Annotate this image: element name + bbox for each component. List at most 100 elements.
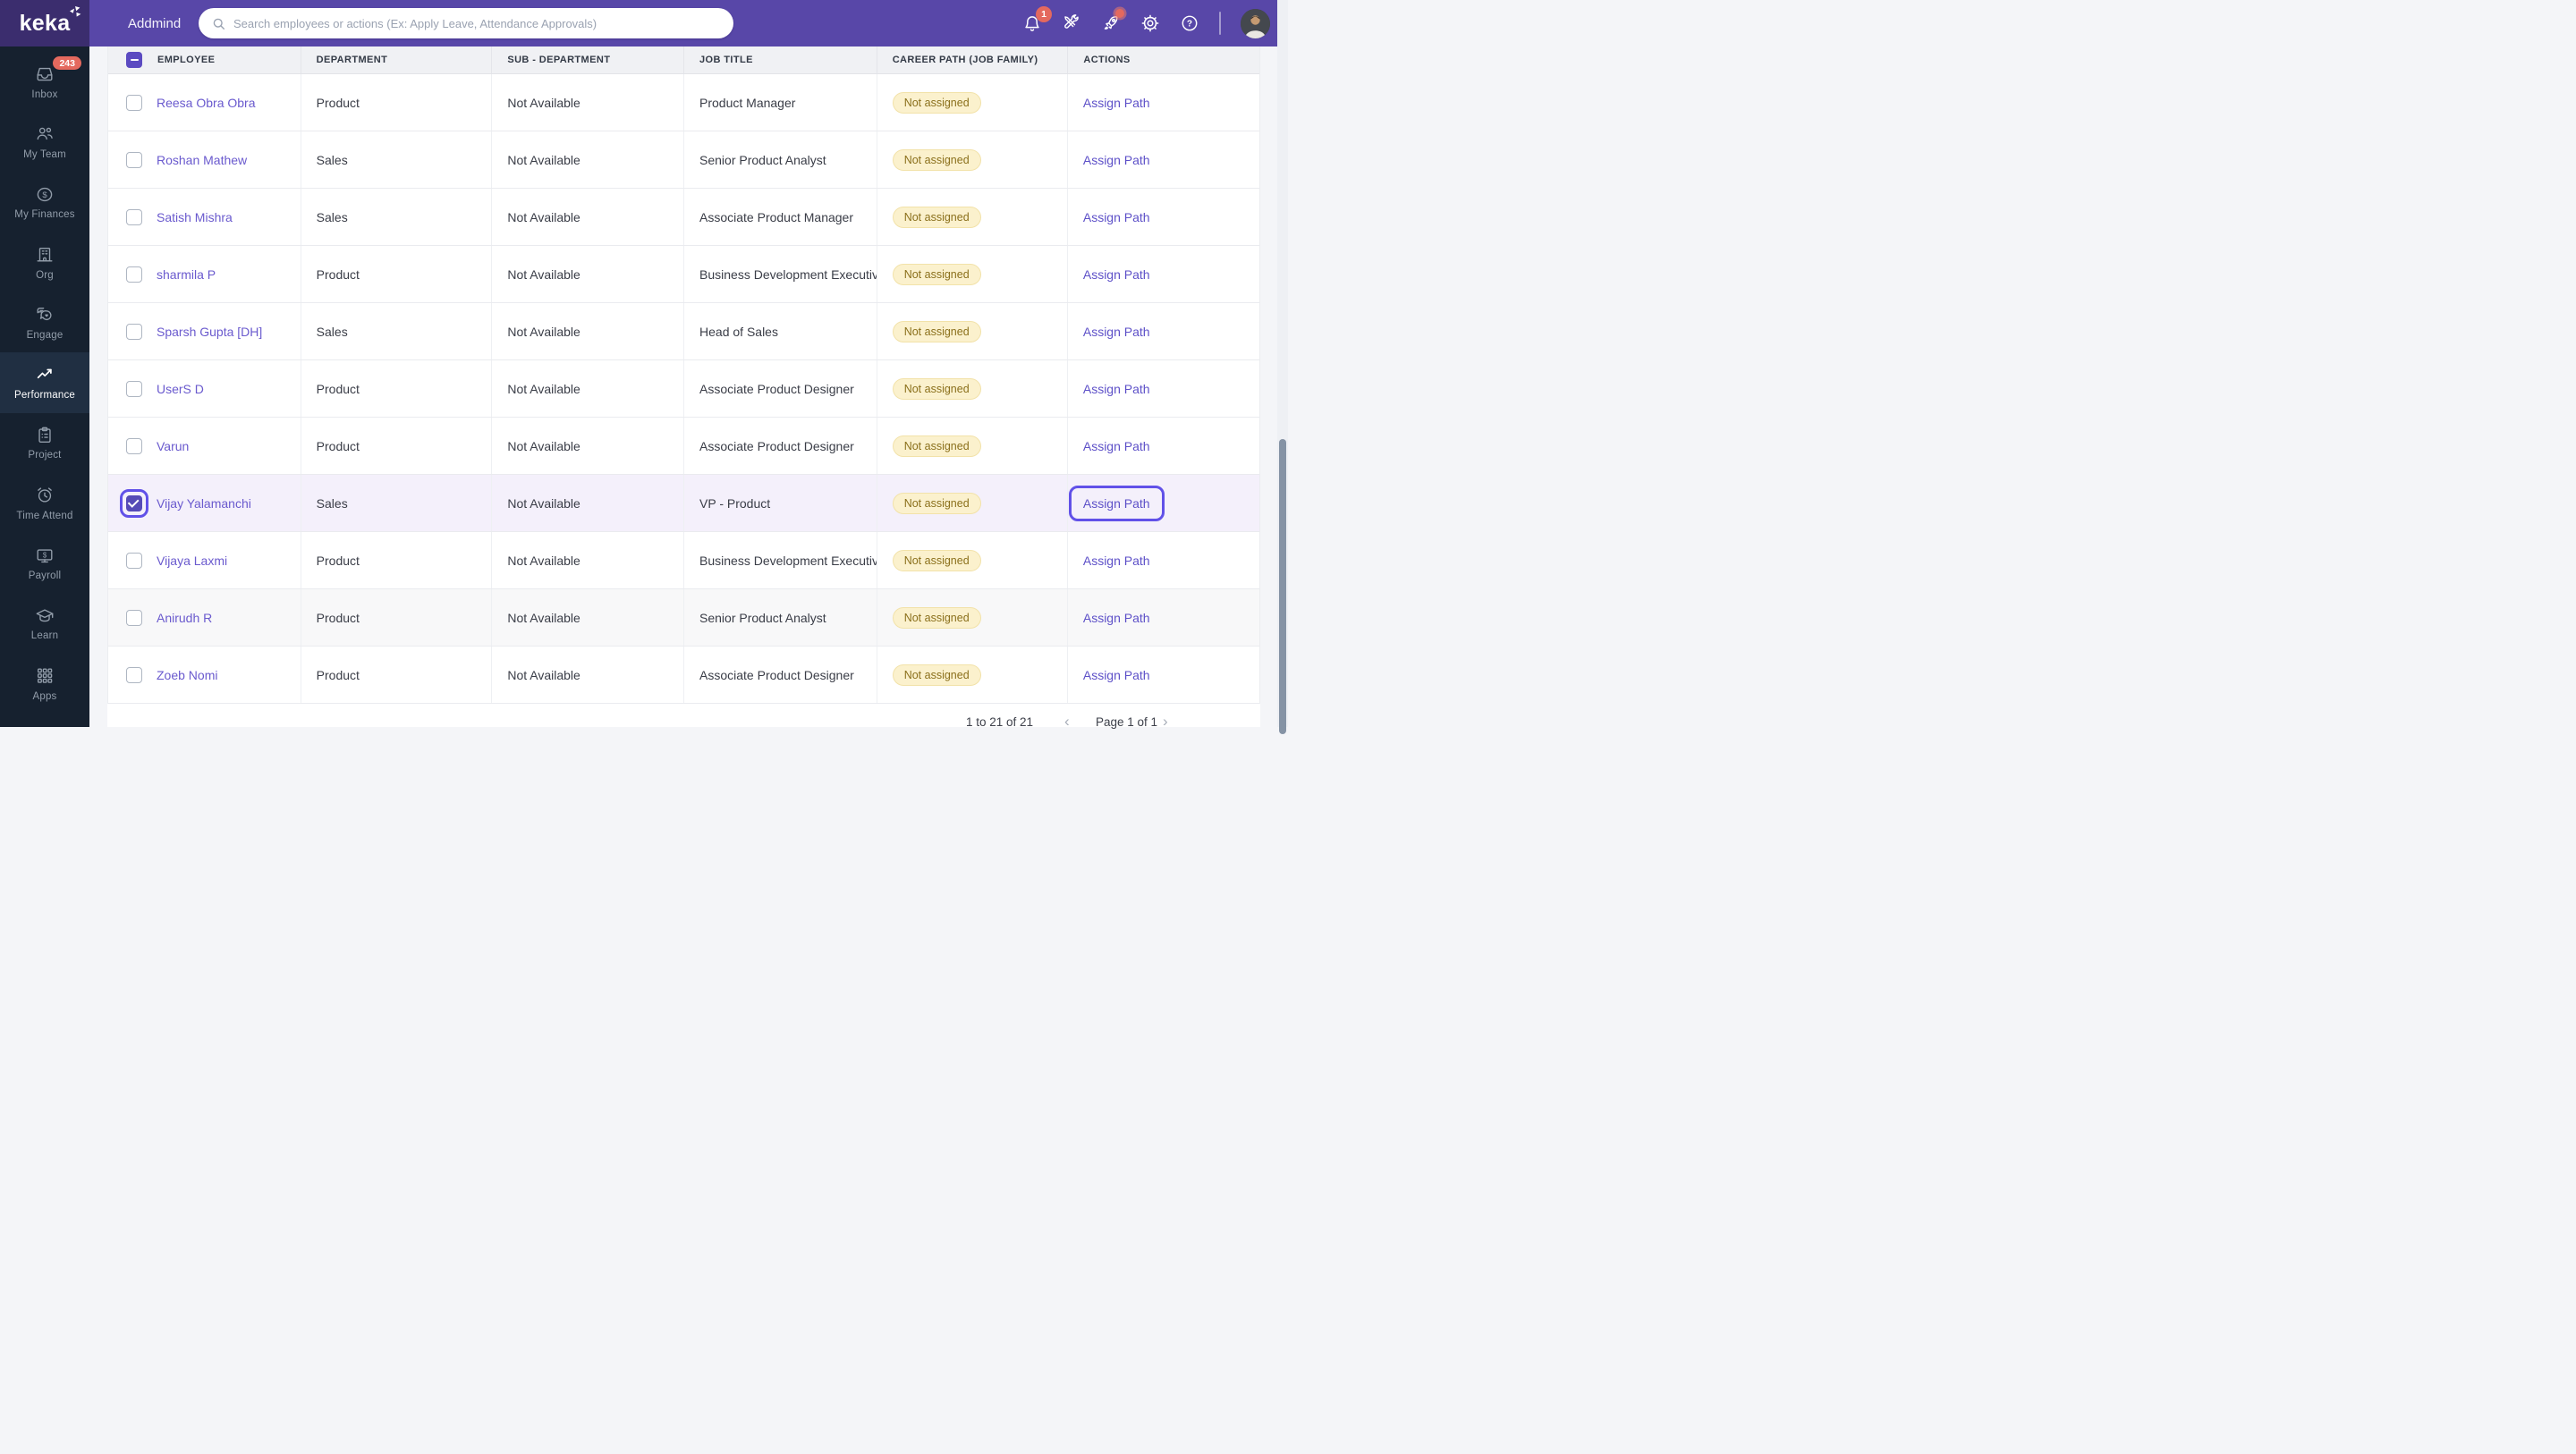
employee-name-link[interactable]: Varun [157, 438, 190, 453]
global-search[interactable] [199, 8, 733, 38]
career-path-badge: Not assigned [892, 320, 981, 342]
selection-highlight-ring [120, 432, 148, 461]
assign-path-link[interactable]: Assign Path [1082, 266, 1150, 282]
sidebar-item-inbox[interactable]: 243 Inbox [0, 52, 89, 112]
row-checkbox[interactable] [125, 666, 142, 683]
assign-path-link[interactable]: Assign Path [1082, 152, 1150, 167]
assign-path-link[interactable]: Assign Path [1082, 324, 1150, 339]
row-checkbox[interactable] [125, 380, 142, 397]
department-cell: Sales [300, 189, 492, 245]
employee-name-link[interactable]: UserS D [157, 381, 204, 396]
column-header-job-title: JOB TITLE [683, 46, 877, 73]
selection-highlight-ring [120, 203, 148, 232]
help-icon[interactable]: ? [1180, 13, 1199, 33]
assign-path-link[interactable]: Assign Path [1082, 209, 1150, 224]
sidebar-item-label: Learn [30, 630, 59, 642]
vertical-scrollbar[interactable] [1277, 0, 1288, 734]
pagination-page-label: Page 1 of 1 [1096, 715, 1158, 729]
sidebar-item-label: Apps [32, 690, 57, 702]
row-checkbox[interactable] [125, 323, 142, 340]
employee-name-link[interactable]: Anirudh R [157, 610, 213, 625]
sidebar-item-engage[interactable]: Engage [0, 292, 89, 352]
sub-department-cell: Not Available [491, 246, 683, 302]
table-row: UserS D Product Not Available Associate … [108, 360, 1259, 418]
user-avatar[interactable] [1241, 8, 1270, 38]
row-checkbox[interactable] [125, 609, 142, 626]
sidebar-item-payroll[interactable]: $ Payroll [0, 533, 89, 593]
pagination-next-icon[interactable]: › [1163, 713, 1168, 730]
row-checkbox[interactable] [125, 552, 142, 569]
action-highlight-ring: Assign Path [1069, 85, 1165, 121]
sidebar-item-time-attend[interactable]: Time Attend [0, 473, 89, 533]
employee-name-link[interactable]: sharmila P [157, 266, 216, 282]
department-cell: Sales [300, 303, 492, 359]
assign-path-link[interactable]: Assign Path [1082, 381, 1150, 396]
select-all-checkbox[interactable] [126, 52, 142, 68]
pagination-prev-icon[interactable]: ‹ [1064, 713, 1070, 730]
sub-department-cell: Not Available [491, 189, 683, 245]
scrollbar-thumb[interactable] [1279, 439, 1286, 734]
sidebar-item-label: My Team [23, 148, 66, 160]
employee-name-link[interactable]: Reesa Obra Obra [157, 95, 256, 110]
pagination-bar: 1 to 21 of 21 ‹ Page 1 of 1 › [107, 704, 1260, 730]
sidebar-item-my-finances[interactable]: $ My Finances [0, 173, 89, 232]
table-row: Anirudh R Product Not Available Senior P… [108, 589, 1259, 647]
row-checkbox[interactable] [125, 495, 142, 511]
assign-path-link[interactable]: Assign Path [1082, 610, 1150, 625]
row-checkbox[interactable] [125, 94, 142, 111]
sidebar-item-my-team[interactable]: My Team [0, 112, 89, 172]
sidebar-item-performance[interactable]: Performance [0, 352, 89, 413]
sidebar-item-learn[interactable]: Learn [0, 594, 89, 654]
row-checkbox[interactable] [125, 208, 142, 225]
row-checkbox[interactable] [125, 151, 142, 168]
sub-department-cell: Not Available [491, 303, 683, 359]
department-cell: Sales [300, 131, 492, 188]
trending-up-icon [35, 365, 55, 385]
department-cell: Product [300, 589, 492, 646]
department-cell: Product [300, 532, 492, 588]
employee-name-link[interactable]: Vijay Yalamanchi [157, 495, 251, 511]
sidebar-item-label: My Finances [14, 209, 75, 221]
employee-name-link[interactable]: Sparsh Gupta [DH] [157, 324, 263, 339]
sidebar-item-label: Payroll [28, 571, 62, 582]
rocket-icon[interactable] [1101, 9, 1124, 33]
gear-icon[interactable] [1140, 13, 1160, 33]
career-path-badge: Not assigned [892, 606, 981, 629]
tools-icon[interactable] [1062, 13, 1081, 33]
career-path-badge: Not assigned [892, 664, 981, 686]
employee-name-link[interactable]: Zoeb Nomi [157, 667, 218, 682]
assign-path-link[interactable]: Assign Path [1082, 438, 1150, 453]
sidebar-item-org[interactable]: Org [0, 232, 89, 292]
assign-path-link[interactable]: Assign Path [1082, 667, 1150, 682]
action-highlight-ring: Assign Path [1069, 600, 1165, 636]
keka-logo: keka [20, 5, 81, 35]
employee-name-link[interactable]: Roshan Mathew [157, 152, 248, 167]
action-highlight-ring: Assign Path [1069, 371, 1165, 407]
employee-name-link[interactable]: Vijaya Laxmi [157, 553, 228, 568]
search-input[interactable] [233, 16, 721, 30]
selection-highlight-ring [120, 317, 148, 346]
people-icon [35, 124, 55, 144]
assign-path-link[interactable]: Assign Path [1082, 95, 1150, 110]
chat-heart-icon [35, 305, 55, 325]
logo-block[interactable]: keka [0, 0, 89, 46]
inbox-icon [35, 64, 55, 84]
row-checkbox[interactable] [125, 266, 142, 283]
notifications-bell-icon[interactable]: 1 [1022, 6, 1052, 33]
assign-path-link[interactable]: Assign Path [1082, 495, 1150, 511]
table-body: Reesa Obra Obra Product Not Available Pr… [108, 74, 1259, 704]
career-path-badge: Not assigned [892, 263, 981, 285]
row-checkbox[interactable] [125, 437, 142, 454]
sidebar-item-project[interactable]: Project [0, 413, 89, 473]
table-row: Varun Product Not Available Associate Pr… [108, 418, 1259, 475]
table-row: Vijay Yalamanchi Sales Not Available VP … [108, 475, 1259, 532]
employee-name-link[interactable]: Satish Mishra [157, 209, 233, 224]
department-cell: Product [300, 246, 492, 302]
sidebar-item-apps[interactable]: Apps [0, 654, 89, 714]
career-path-badge: Not assigned [892, 148, 981, 171]
sub-department-cell: Not Available [491, 360, 683, 417]
career-path-badge: Not assigned [892, 435, 981, 457]
selection-highlight-ring [120, 604, 148, 632]
assign-path-link[interactable]: Assign Path [1082, 553, 1150, 568]
action-highlight-ring: Assign Path [1069, 257, 1165, 292]
